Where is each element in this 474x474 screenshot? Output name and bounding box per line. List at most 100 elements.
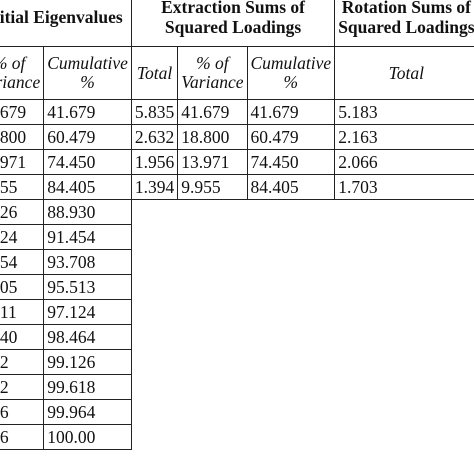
empty-cell <box>131 400 177 425</box>
empty-cell <box>178 300 247 325</box>
cell-r-total: 2.066 <box>334 149 474 175</box>
subheader-extraction-cum-line-2: % <box>283 72 299 92</box>
group-header-initial-eigenvalues: Initial Eigenvalues <box>0 0 132 47</box>
group-header-rotation-line-2: Squared Loadings <box>338 16 474 37</box>
cell-i-pct: 1.340 <box>0 324 45 350</box>
table-row: .49299.618 <box>0 374 474 400</box>
empty-cell <box>131 200 177 225</box>
table-row: 2.52491.454 <box>0 224 474 250</box>
table-row: 4.52688.930 <box>0 199 474 225</box>
cell-i-cum: 74.450 <box>43 149 132 175</box>
table-row: .66299.126 <box>0 349 474 375</box>
cell-i-cum: 98.464 <box>43 324 132 350</box>
cell-e-total: 1.394 <box>130 174 179 200</box>
subheader-extraction-cumulative: Cumulative % <box>246 46 336 100</box>
empty-cell <box>335 200 474 225</box>
cell-i-cum: 88.930 <box>43 199 132 225</box>
empty-cell <box>335 425 474 450</box>
table-row: .34699.964 <box>0 399 474 425</box>
subheader-extraction-pct-line-2: Variance <box>181 72 244 92</box>
empty-cell <box>247 400 335 425</box>
empty-cell <box>335 225 474 250</box>
cell-e-pct: 9.955 <box>177 174 248 200</box>
cell-e-pct: 41.679 <box>177 99 248 125</box>
empty-cell <box>178 200 247 225</box>
group-header-initial-line-1: Initial Eigenvalues <box>0 6 123 27</box>
empty-cell <box>131 275 177 300</box>
cell-i-pct: .662 <box>0 349 45 375</box>
cell-e-cum: 74.450 <box>246 149 336 175</box>
empty-cell <box>178 225 247 250</box>
subheader-initial-cumulative: Cumulative % <box>43 46 132 100</box>
subheader-initial-pct-variance: % of Variance <box>0 46 45 100</box>
cell-r-total: 1.703 <box>334 174 474 200</box>
cell-i-pct: 2.254 <box>0 249 45 275</box>
cell-i-cum: 100.00 <box>43 424 132 450</box>
empty-cell <box>178 275 247 300</box>
cell-i-cum: 84.405 <box>43 174 132 200</box>
cell-i-pct: 1.805 <box>0 274 45 300</box>
subheader-rotation-total-label: Total <box>388 62 425 83</box>
cell-i-cum: 60.479 <box>43 124 132 150</box>
table-body: 41.67941.6795.83541.67941.6795.18318.800… <box>0 99 474 450</box>
subheader-initial-pct-line-1: % of <box>0 53 26 73</box>
empty-cell <box>178 375 247 400</box>
cell-i-cum: 91.454 <box>43 224 132 250</box>
cell-i-cum: 99.964 <box>43 399 132 425</box>
table-row: 1.34098.464 <box>0 324 474 350</box>
empty-cell <box>335 325 474 350</box>
subheader-extraction-pct-variance: % of Variance <box>177 46 248 100</box>
group-header-rotation-line-1: Rotation Sums of <box>341 0 472 17</box>
empty-cell <box>131 300 177 325</box>
group-header-extraction: Extraction Sums of Squared Loadings <box>130 0 336 47</box>
cell-e-total: 1.956 <box>130 149 179 175</box>
cell-i-pct: 41.679 <box>0 99 45 125</box>
empty-cell <box>247 300 335 325</box>
cell-e-pct: 13.971 <box>177 149 248 175</box>
empty-cell <box>178 325 247 350</box>
cell-i-pct: .492 <box>0 374 45 400</box>
subheader-extraction-pct-line-1: % of <box>196 53 229 73</box>
total-variance-table: Initial Eigenvalues Extraction Sums of S… <box>0 0 474 450</box>
empty-cell <box>335 300 474 325</box>
empty-cell <box>178 350 247 375</box>
cell-i-pct: 13.971 <box>0 149 45 175</box>
group-header-rotation: Rotation Sums of Squared Loadings <box>334 0 474 47</box>
empty-cell <box>178 425 247 450</box>
cell-i-pct: 9.955 <box>0 174 45 200</box>
subheader-initial-cum-line-2: % <box>80 72 95 92</box>
empty-cell <box>335 350 474 375</box>
cell-i-cum: 93.708 <box>43 249 132 275</box>
cell-e-pct: 18.800 <box>177 124 248 150</box>
empty-cell <box>335 275 474 300</box>
empty-cell <box>335 250 474 275</box>
empty-cell <box>247 250 335 275</box>
empty-cell <box>178 250 247 275</box>
empty-cell <box>131 375 177 400</box>
empty-cell <box>178 400 247 425</box>
empty-cell <box>131 350 177 375</box>
cell-e-total: 2.632 <box>130 124 179 150</box>
cell-i-cum: 95.513 <box>43 274 132 300</box>
cell-i-pct: 2.524 <box>0 224 45 250</box>
table-row: 1.61197.124 <box>0 299 474 325</box>
subheader-rotation-total: Total <box>334 46 474 100</box>
subheader-extraction-cum-line-1: Cumulative <box>250 53 332 73</box>
empty-cell <box>247 350 335 375</box>
cell-i-pct: .036 <box>0 424 45 450</box>
empty-cell <box>131 425 177 450</box>
empty-cell <box>247 275 335 300</box>
cell-e-cum: 60.479 <box>246 124 336 150</box>
empty-cell <box>247 325 335 350</box>
subheader-extraction-total: Total <box>130 46 179 100</box>
empty-cell <box>131 250 177 275</box>
cell-i-cum: 97.124 <box>43 299 132 325</box>
cell-i-pct: 4.526 <box>0 199 45 225</box>
empty-cell <box>247 425 335 450</box>
cell-i-cum: 41.679 <box>43 99 132 125</box>
